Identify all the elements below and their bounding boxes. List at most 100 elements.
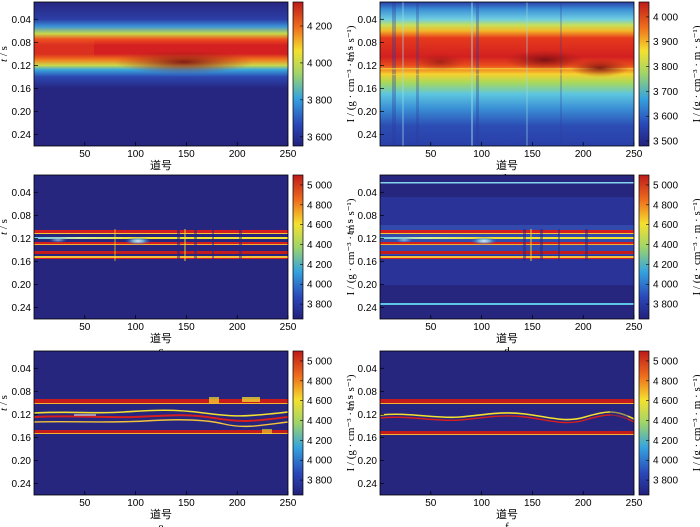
y-axis-var: t (344, 231, 356, 235)
y-tick-label: 0.24 (12, 130, 32, 141)
y-tick-label: 0.20 (12, 107, 32, 118)
y-axis-var: t (344, 407, 356, 411)
colorbar-tick-label: 3 800 (653, 62, 678, 73)
x-tick-label: 100 (473, 322, 490, 333)
x-tick-label: 250 (280, 149, 297, 160)
y-tick-label: 0.08 (358, 38, 378, 49)
x-axis-label: 道号 (150, 507, 172, 521)
colorbar-label: I / (g · cm⁻³ · m · s⁻¹) (691, 198, 700, 295)
plot-frame (379, 1, 635, 147)
colorbar-label: I / (g · cm⁻³ · m · s⁻¹) (345, 25, 357, 122)
colorbar-tick-label: 5 000 (653, 356, 678, 367)
y-tick-label: 0.12 (12, 410, 32, 421)
x-tick-label: 200 (575, 322, 592, 333)
y-axis-unit: / s (344, 219, 356, 232)
colorbar-tick-label: 3 500 (653, 137, 678, 148)
colorbar-tick-label: 4 400 (307, 240, 332, 251)
y-axis-label: t / s (0, 395, 10, 411)
x-tick-label: 150 (524, 498, 541, 509)
y-axis-label: t / s (0, 219, 10, 235)
y-tick-label: 0.16 (358, 84, 378, 95)
plot-frame (379, 174, 635, 320)
colorbar-tick-label: 4 200 (307, 22, 332, 33)
x-tick-label: 50 (79, 322, 91, 333)
x-tick-label: 100 (473, 498, 490, 509)
colorbar-tick-label: 3 800 (653, 476, 678, 487)
y-tick-label: 0.24 (12, 479, 32, 490)
colorbar-tick-label: 3 800 (307, 95, 332, 106)
y-tick-label: 0.16 (12, 257, 32, 268)
panel-c: 0.04 0.08 0.12 0.16 0.20 0.24 50 100 150 200 250 t … (0, 174, 357, 357)
x-tick-label: 200 (229, 498, 246, 509)
colorbar-tick-label: 4 000 (307, 456, 332, 467)
colorbar-tick-label: 4 200 (307, 436, 332, 447)
y-tick-label: 0.20 (358, 107, 378, 118)
colorbar: 3 800 4 000 4 200 4 400 4 600 4 800 5 000 I / (… (292, 350, 357, 496)
x-axis-label: 道号 (496, 158, 518, 172)
colorbar-tick-label: 4 400 (653, 416, 678, 427)
y-tick-label: 0.08 (12, 211, 32, 222)
y-tick-label: 0.16 (358, 433, 378, 444)
x-tick-label: 250 (626, 498, 643, 509)
colorbar-tick-label: 4 800 (653, 376, 678, 387)
panel-a: 0.04 0.08 0.12 0.16 0.20 0.24 50 100 150 200 250 t … (0, 1, 357, 184)
x-axis-label: 道号 (496, 507, 518, 521)
colorbar-tick-label: 4 200 (307, 260, 332, 271)
panel-d: 0.04 0.08 0.12 0.16 0.20 0.24 50 100 150 200 250 t … (344, 174, 700, 357)
colorbar-scale (638, 174, 650, 320)
colorbar-label: I / (g · cm⁻³ · m · s⁻¹) (345, 198, 357, 295)
y-tick-label: 0.24 (358, 303, 378, 314)
colorbar-tick-label: 4 600 (307, 396, 332, 407)
y-axis-unit: / s (0, 219, 10, 232)
y-axis-unit: / s (0, 46, 10, 59)
y-tick-label: 0.20 (358, 280, 378, 291)
heatmap-f (379, 350, 635, 496)
y-tick-label: 0.12 (12, 234, 32, 245)
y-axis-var: t (0, 58, 10, 62)
colorbar-tick-label: 4 000 (653, 12, 678, 23)
colorbar-tick-label: 4 000 (307, 280, 332, 291)
y-tick-label: 0.12 (358, 61, 378, 72)
plot-frame (33, 174, 289, 320)
x-tick-label: 200 (575, 498, 592, 509)
y-tick-label: 0.16 (12, 433, 32, 444)
colorbar-tick-label: 3 900 (653, 37, 678, 48)
x-tick-label: 150 (178, 498, 195, 509)
heatmap-d (380, 175, 634, 319)
x-tick-label: 250 (626, 149, 643, 160)
colorbar-label: I / (g · cm⁻³ · m · s⁻¹) (691, 25, 700, 122)
colorbar-tick-label: 4 400 (653, 240, 678, 251)
x-tick-label: 250 (280, 322, 297, 333)
x-tick-label: 200 (229, 322, 246, 333)
colorbar-tick-label: 4 000 (307, 58, 332, 69)
colorbar-tick-label: 4 800 (307, 376, 332, 387)
y-tick-label: 0.16 (12, 84, 32, 95)
plot-frame (379, 350, 635, 496)
colorbar-scale (638, 1, 650, 147)
y-axis-var: t (344, 58, 356, 62)
y-tick-label: 0.20 (12, 280, 32, 291)
x-tick-label: 100 (127, 498, 144, 509)
y-tick-label: 0.12 (12, 61, 32, 72)
x-tick-label: 100 (473, 149, 490, 160)
heatmap-b (380, 2, 634, 146)
colorbar-tick-label: 4 800 (307, 200, 332, 211)
colorbar-tick-label: 5 000 (653, 180, 678, 191)
x-tick-label: 50 (425, 149, 437, 160)
y-axis-label: t / s (0, 46, 10, 62)
colorbar-scale (638, 350, 650, 496)
x-tick-label: 150 (524, 149, 541, 160)
plot-frame (33, 350, 289, 496)
heatmap-e (33, 350, 289, 496)
colorbar-tick-label: 4 600 (653, 220, 678, 231)
plot-frame (33, 1, 289, 147)
colorbar-tick-label: 5 000 (307, 356, 332, 367)
panel-e: 0.04 0.08 0.12 0.16 0.20 0.24 50 100 150 200 250 t … (0, 350, 357, 527)
colorbar-tick-label: 3 600 (653, 112, 678, 123)
y-axis-var: t (0, 231, 10, 235)
y-tick-label: 0.08 (358, 387, 378, 398)
y-axis-unit: / s (344, 395, 356, 408)
y-tick-label: 0.12 (358, 410, 378, 421)
x-tick-label: 200 (229, 149, 246, 160)
